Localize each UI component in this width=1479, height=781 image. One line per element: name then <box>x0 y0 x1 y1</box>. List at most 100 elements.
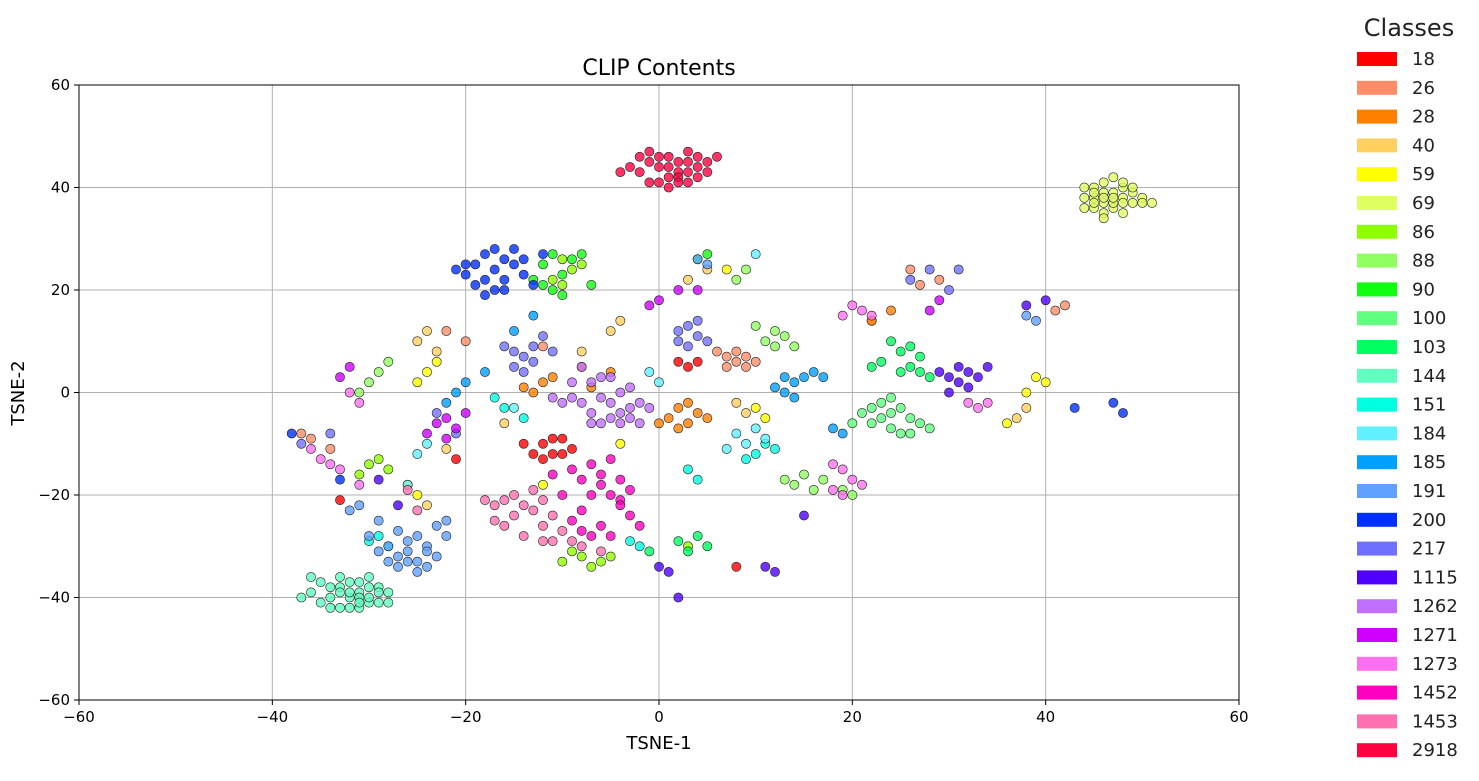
data-point <box>412 556 423 567</box>
data-point <box>586 408 597 418</box>
data-point <box>528 279 539 290</box>
data-point <box>306 433 316 444</box>
data-point <box>354 397 365 408</box>
data-point <box>895 346 906 357</box>
data-point <box>383 464 394 475</box>
data-point <box>509 346 519 357</box>
data-point <box>1108 192 1119 203</box>
data-point <box>605 551 616 562</box>
data-point <box>634 418 645 429</box>
data-point <box>702 413 713 424</box>
data-point <box>741 438 751 449</box>
data-point <box>799 510 809 521</box>
data-point <box>828 459 838 470</box>
data-point <box>451 423 461 434</box>
data-point <box>673 402 684 413</box>
data-point <box>692 356 703 367</box>
data-point <box>547 372 558 383</box>
data-point <box>741 264 751 275</box>
data-point <box>364 582 374 593</box>
data-point <box>712 346 722 357</box>
data-point <box>373 597 384 608</box>
data-point <box>518 269 529 280</box>
data-point <box>441 443 452 454</box>
series-28 <box>518 305 896 434</box>
data-point <box>808 484 819 495</box>
data-point <box>499 520 510 531</box>
data-point <box>480 274 490 285</box>
data-point <box>683 167 693 178</box>
data-point <box>528 341 539 352</box>
data-point <box>480 495 490 506</box>
data-point <box>934 274 945 285</box>
data-point <box>354 387 365 398</box>
data-point <box>905 428 916 439</box>
series-200 <box>286 244 1128 485</box>
data-point <box>625 510 635 521</box>
data-point <box>915 367 925 377</box>
data-point <box>402 484 413 495</box>
data-point <box>499 402 510 413</box>
data-point <box>518 254 529 265</box>
data-point <box>924 372 935 383</box>
data-point <box>596 520 606 531</box>
data-point <box>576 474 587 485</box>
data-point <box>557 433 568 444</box>
data-point <box>818 372 829 383</box>
data-point <box>692 531 703 541</box>
data-point <box>866 310 877 321</box>
data-point <box>625 536 635 547</box>
data-point <box>944 387 954 398</box>
data-point <box>1098 192 1109 203</box>
data-point <box>528 356 539 367</box>
data-point <box>538 331 548 342</box>
data-point <box>354 577 365 588</box>
data-point <box>509 244 519 254</box>
data-point <box>634 541 645 552</box>
data-point <box>663 413 674 424</box>
legend-label: 26 <box>1412 78 1435 99</box>
data-point <box>528 387 539 398</box>
data-point <box>1118 197 1128 208</box>
data-point <box>431 418 442 429</box>
data-point <box>615 408 626 418</box>
data-point <box>1002 418 1012 429</box>
data-point <box>924 264 935 275</box>
data-point <box>673 336 684 347</box>
data-point <box>383 556 394 567</box>
data-point <box>866 418 877 429</box>
data-point <box>779 387 790 398</box>
x-tick-label: 60 <box>1229 708 1248 726</box>
data-point <box>538 279 548 290</box>
legend-swatch <box>1357 541 1397 556</box>
data-point <box>364 592 374 603</box>
data-point <box>924 423 935 434</box>
data-point <box>538 536 548 547</box>
data-point <box>615 167 626 178</box>
legend-label: 28 <box>1412 107 1435 128</box>
data-point <box>953 264 964 275</box>
data-point <box>644 402 655 413</box>
data-point <box>741 351 751 362</box>
data-point <box>567 377 577 388</box>
data-point <box>325 602 336 613</box>
data-point <box>315 577 326 588</box>
data-point <box>431 408 442 418</box>
data-point <box>402 536 413 547</box>
series-2918 <box>615 146 722 193</box>
data-point <box>547 346 558 357</box>
data-point <box>712 151 722 162</box>
data-point <box>538 259 548 270</box>
data-point <box>1127 182 1138 193</box>
series-1271 <box>335 285 945 444</box>
data-point <box>876 356 887 367</box>
data-point <box>422 428 432 439</box>
data-point <box>973 372 983 383</box>
data-point <box>538 495 548 506</box>
data-point <box>354 479 365 490</box>
data-point <box>963 397 974 408</box>
data-point <box>364 459 374 470</box>
data-point <box>654 151 664 162</box>
data-point <box>789 479 800 490</box>
data-point <box>422 438 432 449</box>
